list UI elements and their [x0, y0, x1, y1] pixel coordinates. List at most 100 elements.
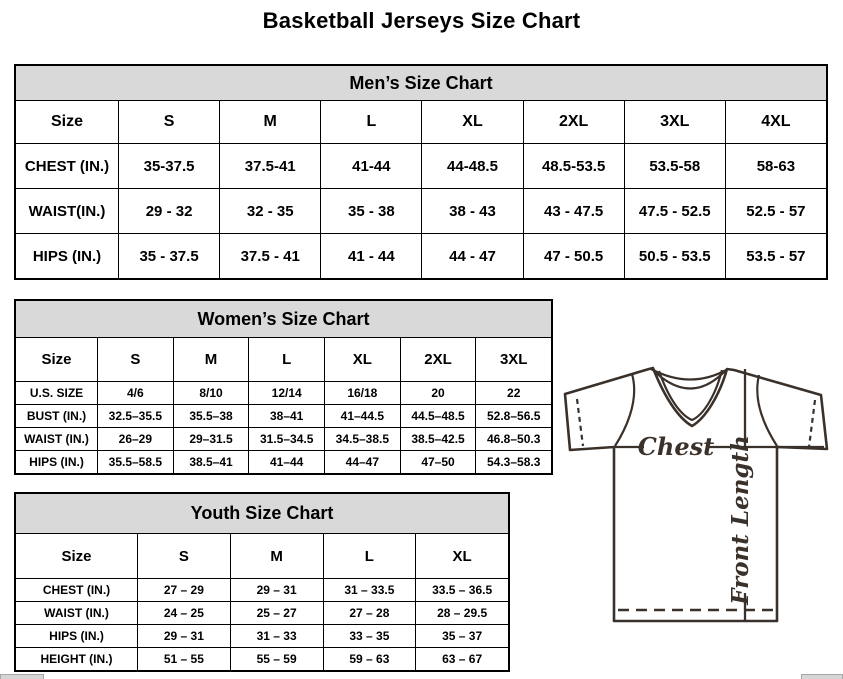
row-label: WAIST (IN.) — [16, 428, 98, 450]
data-cell: 33 – 35 — [324, 625, 417, 647]
mens-chest-row: CHEST (IN.) 35-37.5 37.5-41 41-44 44-48.… — [16, 144, 826, 189]
row-label: HIPS (IN.) — [16, 234, 119, 278]
womens-column-header-size: Size — [16, 338, 98, 381]
data-cell: 29 - 32 — [119, 189, 221, 233]
data-cell: 24 – 25 — [138, 602, 231, 624]
data-cell: 41-44 — [321, 144, 423, 188]
data-cell: 35 - 37.5 — [119, 234, 221, 278]
womens-waist-row: WAIST (IN.) 26–29 29–31.5 31.5–34.5 34.5… — [16, 428, 551, 451]
data-cell: 38–41 — [249, 405, 326, 427]
youth-size-chart-table: Youth Size Chart Size S M L XL CHEST (IN… — [14, 492, 510, 672]
row-label: CHEST (IN.) — [16, 579, 138, 601]
data-cell: 51 – 55 — [138, 648, 231, 670]
data-cell: 29 – 31 — [138, 625, 231, 647]
data-cell: 46.8–50.3 — [487, 432, 541, 446]
row-label: U.S. SIZE — [16, 382, 98, 404]
data-cell: 31.5–34.5 — [249, 428, 326, 450]
data-cell: 31 – 33 — [231, 625, 324, 647]
data-cell: 37.5 - 41 — [220, 234, 322, 278]
mens-column-header: M — [220, 101, 322, 143]
data-cell: 54.3–58.3 — [487, 455, 541, 469]
data-cell: 41–44 — [249, 451, 326, 473]
womens-bust-row: BUST (IN.) 32.5–35.5 35.5–38 38–41 41–44… — [16, 405, 551, 428]
data-cell: 25 – 27 — [231, 602, 324, 624]
data-cell: 34.5–38.5 — [325, 428, 401, 450]
womens-column-header: 2XL — [401, 338, 477, 381]
data-cell: 4/6 — [98, 382, 174, 404]
data-cell: 50.5 - 53.5 — [625, 234, 726, 278]
collar-ribbing — [650, 368, 729, 422]
scrollbar-fragment-left[interactable] — [0, 674, 44, 679]
youth-column-header: XL — [452, 547, 472, 565]
row-label: WAIST (IN.) — [16, 602, 138, 624]
data-cell: 44.5–48.5 — [401, 405, 477, 427]
womens-column-header: L — [249, 338, 326, 381]
data-cell: 58-63 — [756, 157, 796, 175]
womens-header-row: Size S M L XL 2XL 3XL — [16, 338, 551, 382]
jersey-measurement-diagram: Chest Front Length — [563, 366, 829, 623]
data-cell: 38.5–42.5 — [401, 428, 477, 450]
mens-waist-row: WAIST(IN.) 29 - 32 32 - 35 35 - 38 38 - … — [16, 189, 826, 234]
data-cell: 35-37.5 — [119, 144, 221, 188]
page-title: Basketball Jerseys Size Chart — [262, 8, 581, 33]
data-cell: 32.5–35.5 — [98, 405, 174, 427]
data-cell: 12/14 — [249, 382, 326, 404]
data-cell: 63 – 67 — [442, 652, 483, 666]
womens-table-title: Women’s Size Chart — [16, 301, 551, 338]
front-length-label: Front Length — [727, 435, 754, 606]
data-cell: 35 - 38 — [321, 189, 423, 233]
youth-column-header: S — [138, 534, 231, 578]
sleeve-stitch-dashes — [575, 398, 817, 448]
data-cell: 52.5 - 57 — [746, 202, 806, 220]
scrollbar-fragment-right[interactable] — [801, 674, 843, 679]
data-cell: 41 - 44 — [321, 234, 423, 278]
womens-column-header: 3XL — [499, 351, 528, 368]
data-cell: 16/18 — [325, 382, 401, 404]
data-cell: 38.5–41 — [174, 451, 250, 473]
row-label: HEIGHT (IN.) — [16, 648, 138, 670]
youth-column-header: L — [324, 534, 417, 578]
womens-hips-row: HIPS (IN.) 35.5–58.5 38.5–41 41–44 44–47… — [16, 451, 551, 473]
data-cell: 26–29 — [98, 428, 174, 450]
data-cell: 20 — [401, 382, 477, 404]
mens-column-header: S — [119, 101, 221, 143]
data-cell: 47.5 - 52.5 — [625, 189, 726, 233]
data-cell: 8/10 — [174, 382, 250, 404]
data-cell: 43 - 47.5 — [524, 189, 625, 233]
mens-header-row: Size S M L XL 2XL 3XL 4XL — [16, 101, 826, 144]
mens-table-title: Men’s Size Chart — [16, 66, 826, 101]
row-label: WAIST(IN.) — [16, 189, 119, 233]
mens-column-header: L — [321, 101, 423, 143]
youth-column-header-size: Size — [16, 534, 138, 578]
data-cell: 52.8–56.5 — [487, 409, 541, 423]
youth-height-row: HEIGHT (IN.) 51 – 55 55 – 59 59 – 63 63 … — [16, 648, 508, 670]
data-cell: 44-48.5 — [422, 144, 524, 188]
data-cell: 53.5 - 57 — [746, 247, 806, 265]
womens-size-chart-table: Women’s Size Chart Size S M L XL 2XL 3XL… — [14, 299, 553, 475]
mens-column-header: 3XL — [625, 101, 726, 143]
data-cell: 48.5-53.5 — [524, 144, 625, 188]
youth-column-header: M — [231, 534, 324, 578]
data-cell: 47–50 — [401, 451, 477, 473]
womens-column-header: M — [174, 338, 250, 381]
data-cell: 59 – 63 — [324, 648, 417, 670]
data-cell: 33.5 – 36.5 — [432, 583, 493, 597]
chest-label: Chest — [638, 432, 714, 461]
mens-column-header: XL — [422, 101, 524, 143]
data-cell: 29–31.5 — [174, 428, 250, 450]
mens-column-header: 2XL — [524, 101, 625, 143]
data-cell: 35.5–38 — [174, 405, 250, 427]
data-cell: 55 – 59 — [231, 648, 324, 670]
mens-size-chart-table: Men’s Size Chart Size S M L XL 2XL 3XL 4… — [14, 64, 828, 280]
data-cell: 29 – 31 — [231, 579, 324, 601]
data-cell: 37.5-41 — [220, 144, 322, 188]
data-cell: 31 – 33.5 — [324, 579, 417, 601]
data-cell: 28 – 29.5 — [437, 606, 488, 620]
youth-table-title: Youth Size Chart — [16, 494, 508, 534]
data-cell: 41–44.5 — [325, 405, 401, 427]
youth-header-row: Size S M L XL — [16, 534, 508, 579]
data-cell: 35.5–58.5 — [98, 451, 174, 473]
youth-chest-row: CHEST (IN.) 27 – 29 29 – 31 31 – 33.5 33… — [16, 579, 508, 602]
data-cell: 27 – 29 — [138, 579, 231, 601]
womens-column-header: S — [98, 338, 174, 381]
